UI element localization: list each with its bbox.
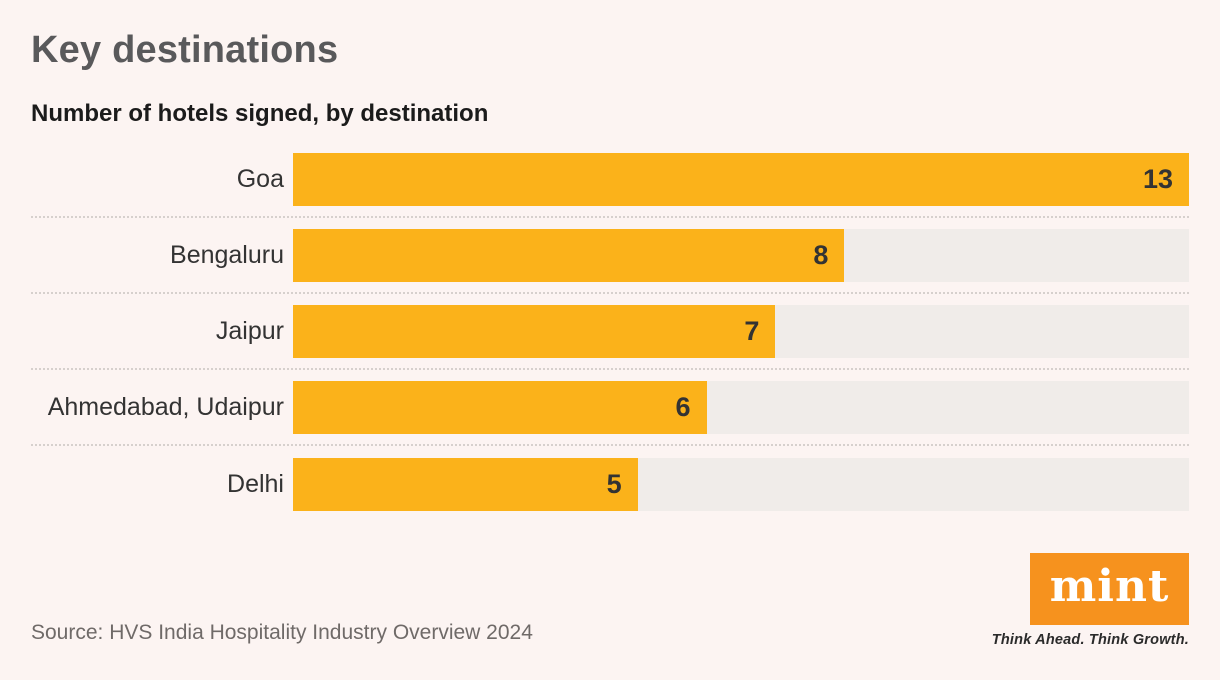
bar-fill: 7 [293, 304, 776, 358]
bar-value: 7 [744, 315, 760, 346]
chart-row: Bengaluru 8 [31, 218, 1189, 294]
chart-row: Delhi 5 [31, 446, 1189, 522]
chart-subtitle: Number of hotels signed, by destination [31, 100, 489, 127]
bar-value: 5 [606, 468, 622, 499]
bar-fill: 5 [293, 457, 638, 511]
bar-track: 7 [293, 304, 1189, 358]
bar-value: 13 [1142, 163, 1173, 194]
bar-label: Delhi [227, 469, 284, 498]
mint-logo: mint [1030, 553, 1189, 625]
mint-logo-text: mint [1049, 561, 1170, 612]
bar-label: Goa [236, 164, 284, 193]
bar-fill: 8 [293, 228, 845, 282]
brand-tagline: Think Ahead. Think Growth. [991, 632, 1189, 648]
bar-track: 8 [293, 228, 1189, 282]
bar-chart: Goa 13 Bengaluru 8 Jaipur 7 Ahmedabad, Udaipur… [31, 142, 1189, 522]
bar-label: Bengaluru [170, 240, 284, 269]
bar-track: 6 [293, 380, 1189, 434]
bar-value: 8 [813, 239, 829, 270]
bar-value: 6 [675, 391, 691, 422]
page-title: Key destinations [31, 29, 339, 71]
bar-track: 5 [293, 457, 1189, 511]
bar-fill: 6 [293, 380, 707, 434]
bar-label: Jaipur [215, 316, 284, 345]
source-note: Source: HVS India Hospitality Industry O… [31, 621, 533, 644]
chart-row: Ahmedabad, Udaipur 6 [31, 370, 1189, 446]
bar-label: Ahmedabad, Udaipur [47, 392, 284, 421]
chart-row: Goa 13 [31, 142, 1189, 218]
bar-fill: 13 [293, 152, 1189, 206]
chart-row: Jaipur 7 [31, 294, 1189, 370]
bar-track: 13 [293, 152, 1189, 206]
